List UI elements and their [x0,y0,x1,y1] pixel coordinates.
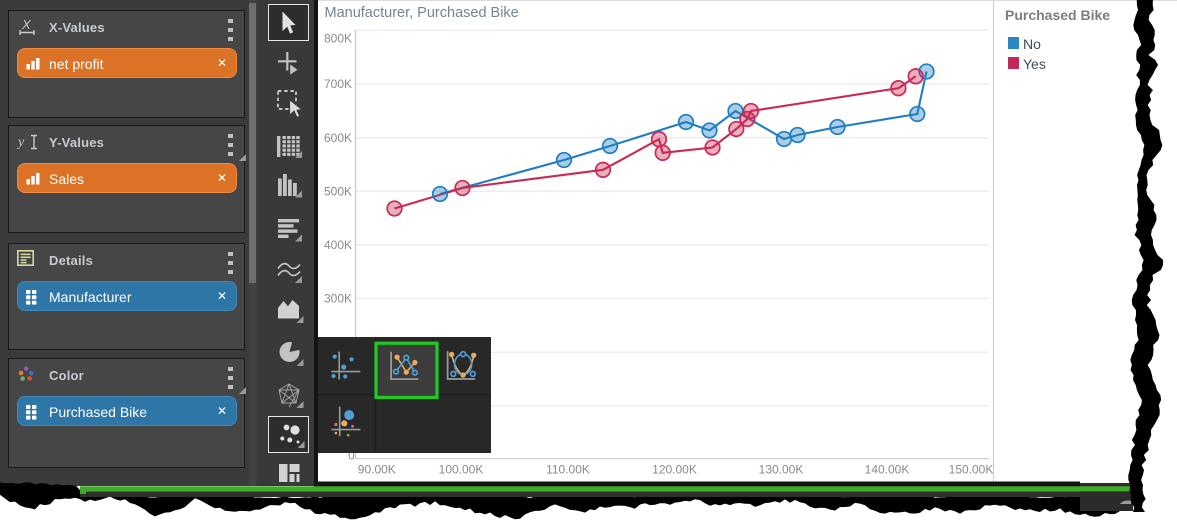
svg-text:90.00K: 90.00K [358,463,396,477]
svg-text:110.00K: 110.00K [546,463,590,477]
svg-text:X: X [21,17,32,32]
svg-text:120.00K: 120.00K [652,463,697,477]
svg-text:140.00K: 140.00K [865,463,910,477]
svg-text:130.00K: 130.00K [759,463,804,477]
svg-text:y: y [17,135,25,150]
svg-text:0: 0 [348,449,355,463]
svg-text:300K: 300K [324,292,352,306]
svg-text:800K: 800K [324,32,352,46]
svg-text:600K: 600K [324,131,352,145]
svg-text:500K: 500K [324,184,352,198]
svg-text:400K: 400K [324,238,352,252]
svg-text:150.00K: 150.00K [949,463,993,477]
svg-text:700K: 700K [324,77,352,91]
svg-text:100.00K: 100.00K [439,463,484,477]
